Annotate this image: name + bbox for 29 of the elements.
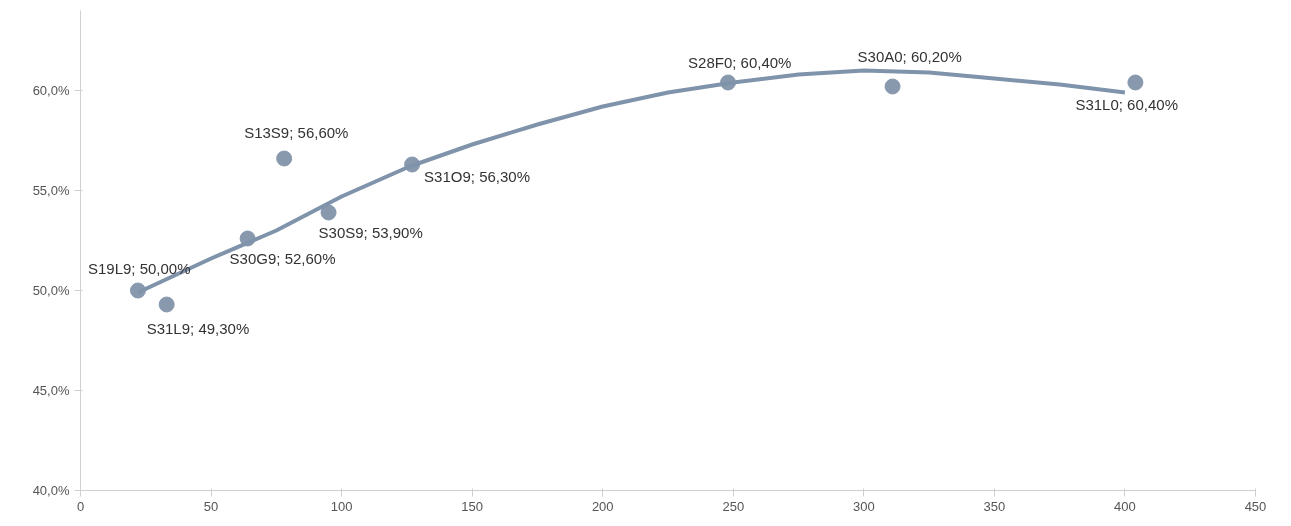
annotation: S30S9; 53,90% (318, 223, 423, 241)
x-tick-label: 300 (852, 498, 875, 514)
y-tick-label: 60,0% (32, 83, 70, 98)
x-tick-label: 200 (591, 498, 614, 514)
annotation: S13S9; 56,60% (244, 123, 349, 141)
annotation: S19L9; 50,00% (87, 259, 191, 277)
x-tick-label: 0 (76, 498, 85, 514)
x-tick-label: 350 (983, 498, 1006, 514)
point (1127, 74, 1144, 91)
x-tick-label: 150 (461, 498, 484, 514)
y-tick-label: 45,0% (32, 383, 70, 398)
x-tick-label: 100 (330, 498, 353, 514)
point (158, 296, 175, 313)
annotation: S31L0; 60,40% (1075, 95, 1178, 113)
point (884, 78, 901, 95)
x-tick-label: 400 (1114, 498, 1136, 514)
annotation: S30A0; 60,20% (857, 47, 962, 65)
point (276, 150, 293, 167)
annotation: S31L9; 49,30% (146, 319, 250, 337)
y-tick-label: 50,0% (32, 283, 70, 298)
y-tick-label: 40,0% (32, 483, 70, 498)
annotation: S30G9; 52,60% (229, 249, 336, 267)
x-tick-label: 250 (722, 498, 745, 514)
point (320, 204, 337, 221)
x-tick-label: 450 (1244, 498, 1267, 514)
x-tick-label: 50 (203, 498, 219, 514)
y-tick-label: 55,0% (32, 183, 70, 198)
annotation: S28F0; 60,40% (688, 53, 792, 71)
annotation: S31O9; 56,30% (424, 167, 531, 185)
